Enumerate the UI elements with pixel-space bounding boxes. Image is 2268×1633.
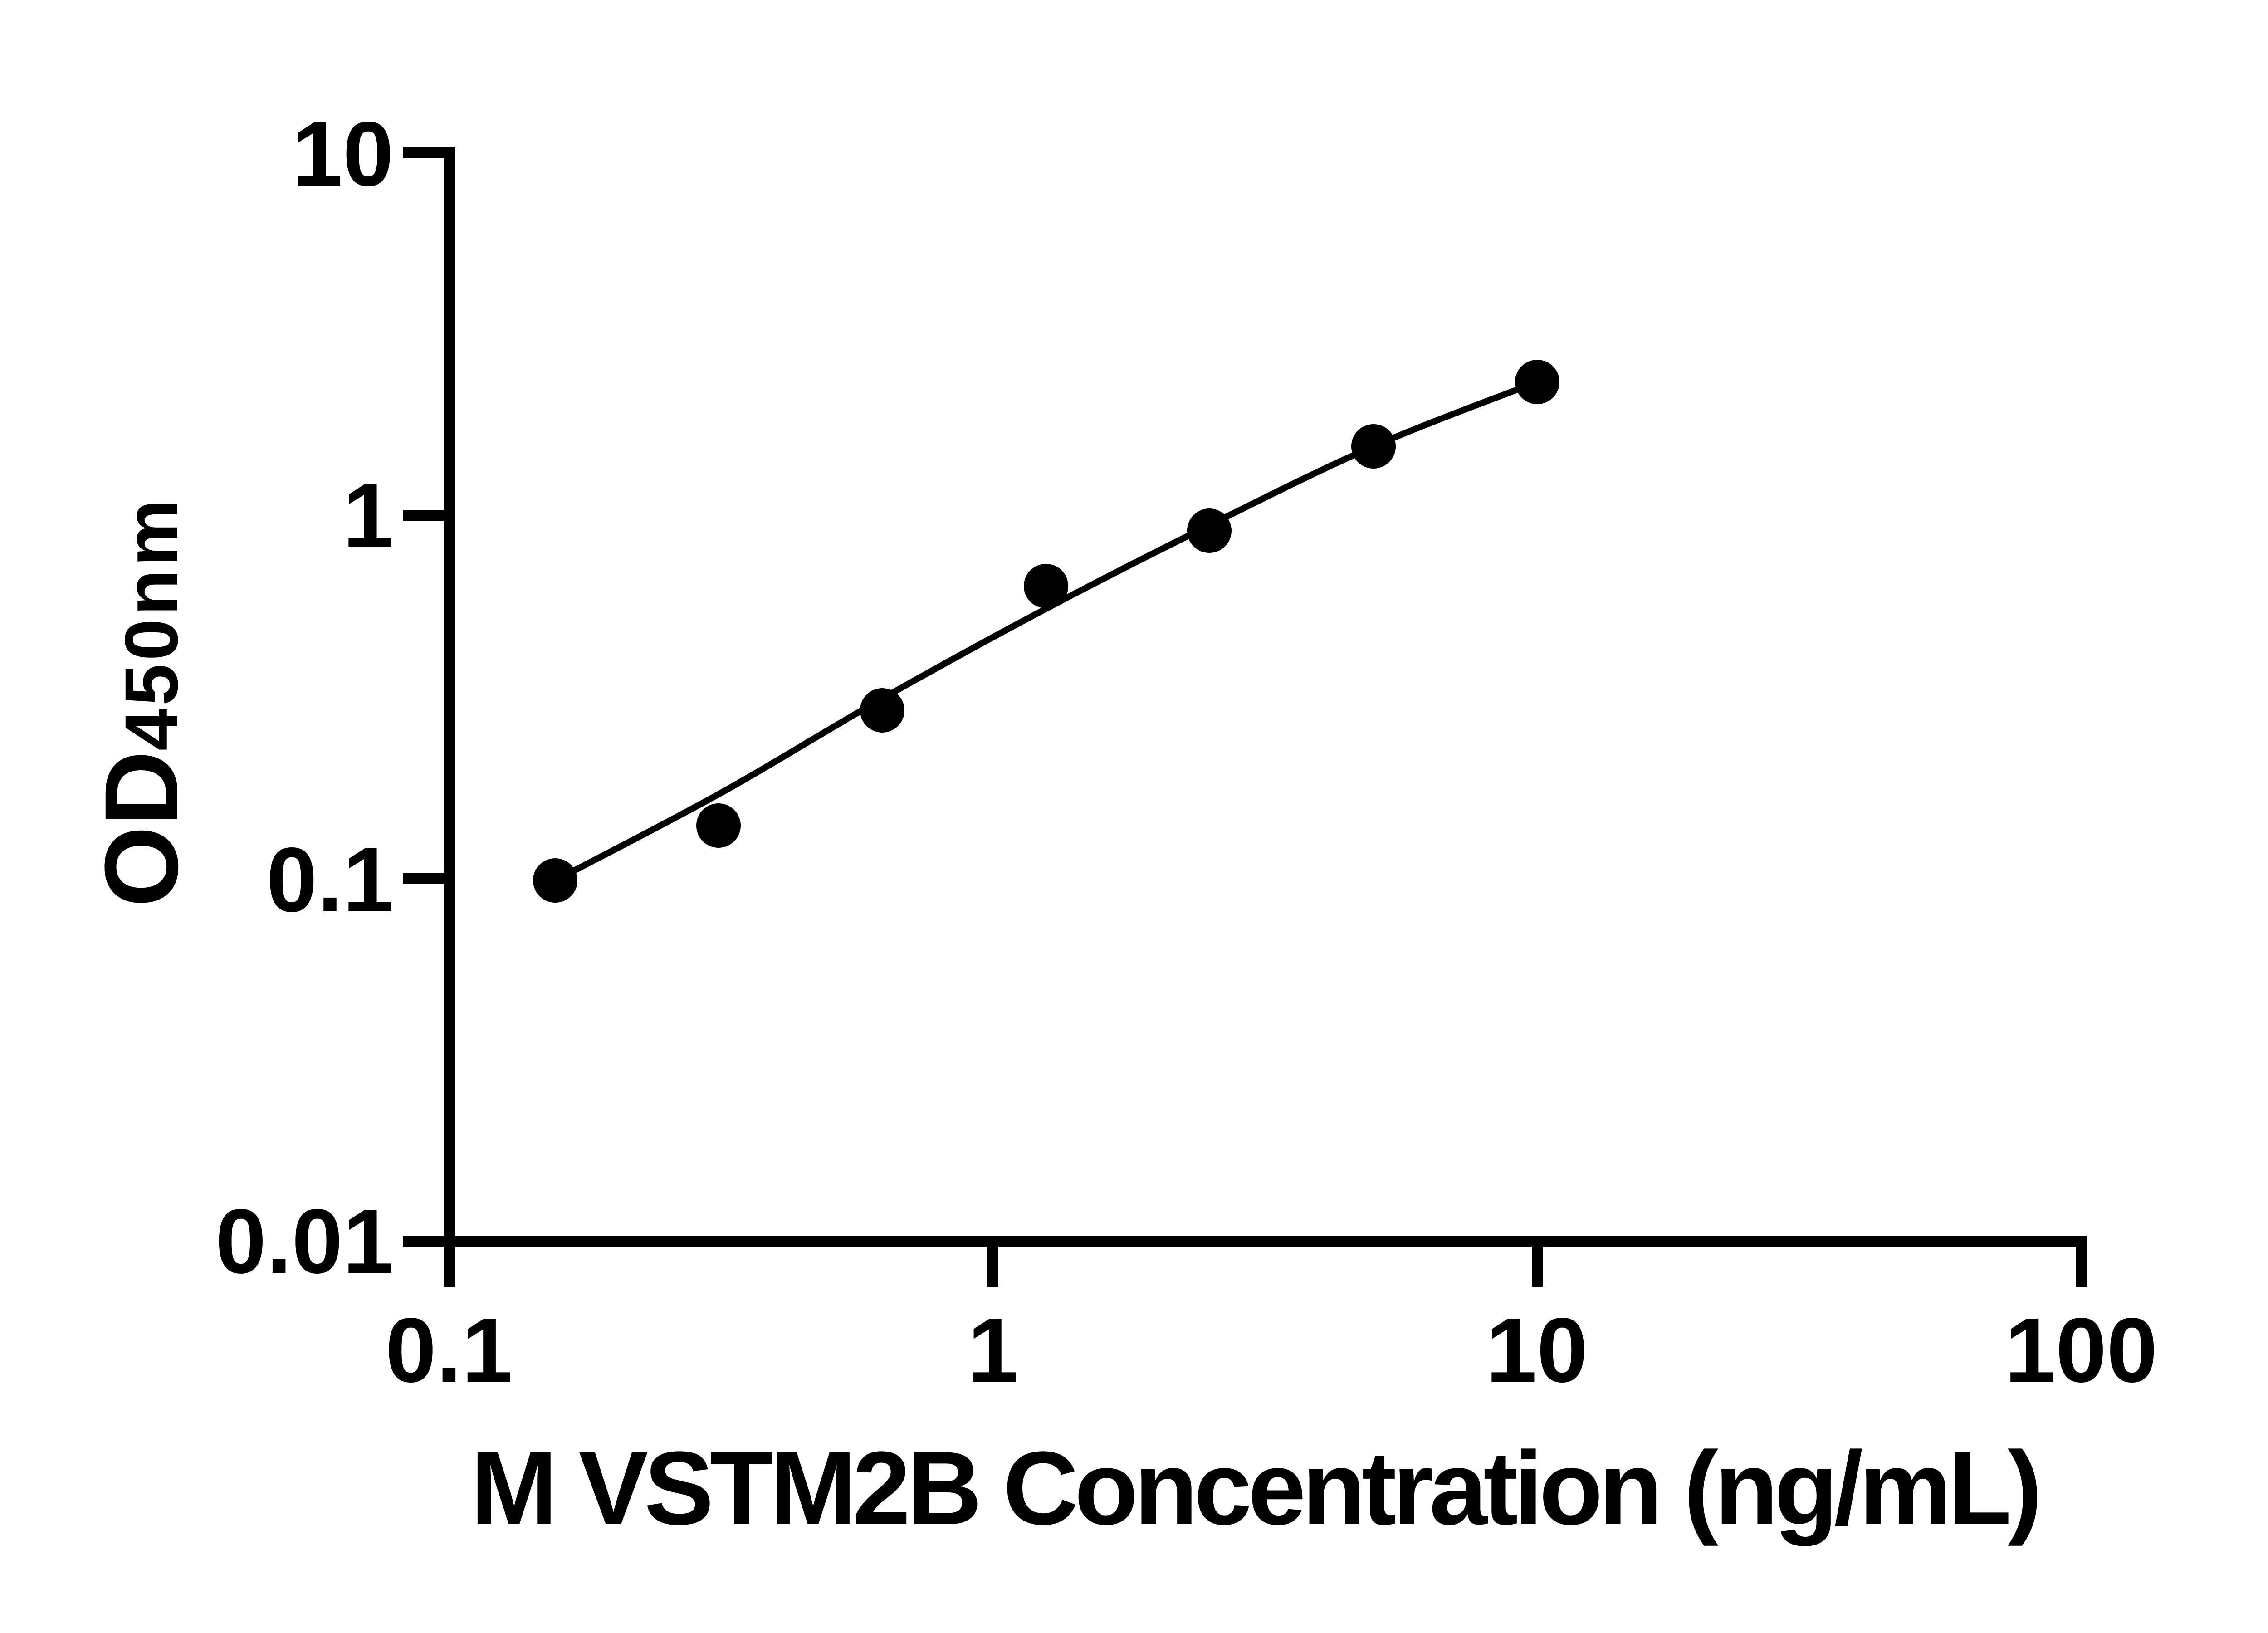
svg-text:10: 10 [1486,1299,1588,1401]
svg-text:100: 100 [2004,1299,2157,1401]
svg-text:1: 1 [343,464,394,567]
svg-text:1: 1 [968,1299,1018,1401]
svg-text:0.01: 0.01 [215,1190,394,1292]
svg-text:10: 10 [292,103,394,205]
svg-text:M VSTM2B Concentration (ng/mL): M VSTM2B Concentration (ng/mL) [471,1430,2043,1546]
svg-text:0.1: 0.1 [266,828,394,931]
svg-text:0.1: 0.1 [386,1299,513,1401]
